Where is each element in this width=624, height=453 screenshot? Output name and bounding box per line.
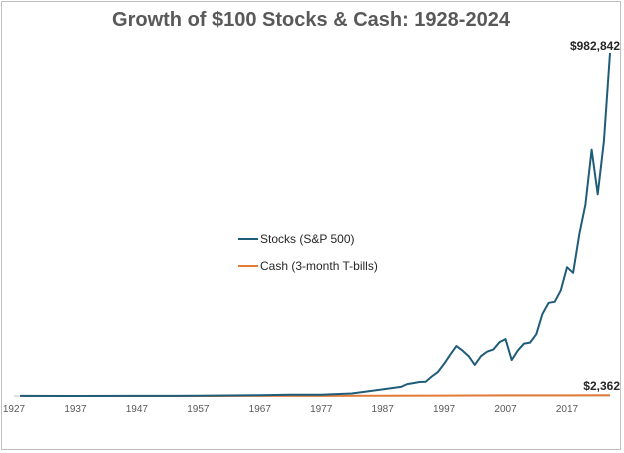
legend-item-cash: Cash (3-month T-bills) xyxy=(238,257,378,275)
legend-item-stocks: Stocks (S&P 500) xyxy=(238,230,378,248)
chart-title: Growth of $100 Stocks & Cash: 1928-2024 xyxy=(112,9,510,31)
x-tick-label: 1957 xyxy=(187,404,210,415)
legend-label-cash: Cash (3-month T-bills) xyxy=(260,259,378,273)
stocks-series-line xyxy=(20,52,611,397)
x-tick-label: 1997 xyxy=(433,404,456,415)
x-tick-label: 1977 xyxy=(310,404,333,415)
x-tick-label: 2007 xyxy=(494,404,517,415)
x-tick-label: 1937 xyxy=(64,404,87,415)
x-tick-label: 1947 xyxy=(126,404,149,415)
x-tick-label: 1927 xyxy=(3,404,26,415)
legend-swatch-cash xyxy=(238,265,258,267)
legend-label-stocks: Stocks (S&P 500) xyxy=(260,232,355,246)
x-tick-label: 2017 xyxy=(556,404,579,415)
stocks-end-value-label: $982,842 xyxy=(570,39,620,53)
legend-swatch-stocks xyxy=(238,238,258,240)
chart-legend: Stocks (S&P 500) Cash (3-month T-bills) xyxy=(238,230,378,284)
x-tick-label: 1987 xyxy=(372,404,395,415)
cash-end-value-label: $2,362 xyxy=(583,379,620,393)
x-tick-label: 1967 xyxy=(249,404,272,415)
